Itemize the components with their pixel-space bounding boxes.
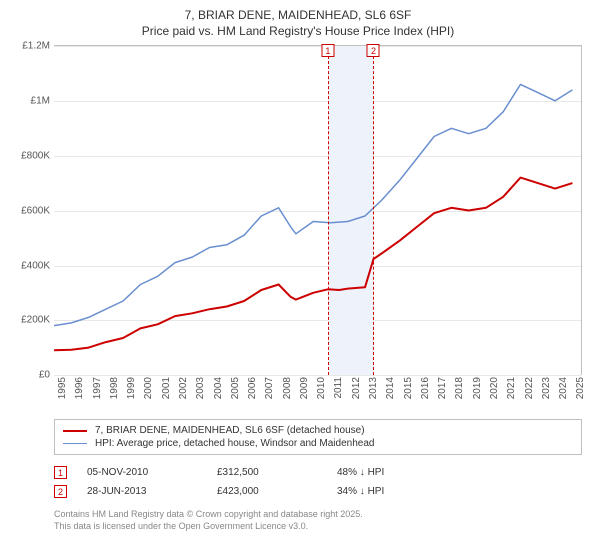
chart-container: 7, BRIAR DENE, MAIDENHEAD, SL6 6SF Price…	[0, 0, 600, 560]
x-axis-label: 2001	[161, 377, 172, 399]
x-axis-label: 2008	[282, 377, 293, 399]
x-axis-label: 2004	[213, 377, 224, 399]
x-axis-label: 2000	[143, 377, 154, 399]
x-axis-label: 2014	[385, 377, 396, 399]
x-axis-label: 1996	[74, 377, 85, 399]
y-axis-label: £200K	[21, 315, 50, 326]
x-axis-label: 1995	[57, 377, 68, 399]
y-axis-label: £600K	[21, 205, 50, 216]
plot-area: £0£200K£400K£600K£800K£1M£1.2M12	[54, 45, 582, 375]
sale-price: £423,000	[217, 486, 337, 497]
legend-swatch	[63, 430, 87, 432]
x-axis-label: 2022	[524, 377, 535, 399]
y-axis-label: £1.2M	[22, 41, 50, 52]
marker-line	[328, 46, 329, 375]
y-axis-label: £800K	[21, 150, 50, 161]
x-axis-label: 2020	[489, 377, 500, 399]
marker-badge: 2	[367, 44, 380, 57]
footer-line: Contains HM Land Registry data © Crown c…	[54, 509, 582, 521]
sale-marker-badge: 2	[54, 485, 67, 498]
legend-label: HPI: Average price, detached house, Wind…	[95, 438, 374, 449]
x-axis-label: 2005	[230, 377, 241, 399]
x-axis-label: 2016	[420, 377, 431, 399]
x-axis: 1995 1996 1997 1998 1999 2000 2001 2002 2003 2004…	[54, 375, 582, 415]
x-axis-label: 2009	[299, 377, 310, 399]
y-axis-label: £0	[39, 370, 50, 381]
x-axis-label: 2013	[368, 377, 379, 399]
sales-table: 1 05-NOV-2010 £312,500 48% ↓ HPI 2 28-JU…	[54, 463, 582, 501]
sale-diff: 34% ↓ HPI	[337, 486, 384, 497]
line-chart-svg	[54, 46, 581, 375]
series-line-price_paid	[54, 178, 572, 351]
x-axis-label: 2006	[247, 377, 258, 399]
y-axis-label: £400K	[21, 260, 50, 271]
legend-item: 7, BRIAR DENE, MAIDENHEAD, SL6 6SF (deta…	[63, 424, 573, 437]
x-axis-label: 2017	[437, 377, 448, 399]
sale-date: 28-JUN-2013	[87, 486, 217, 497]
legend-swatch	[63, 443, 87, 444]
marker-badge: 1	[321, 44, 334, 57]
marker-line	[373, 46, 374, 375]
title-line-1: 7, BRIAR DENE, MAIDENHEAD, SL6 6SF	[8, 8, 588, 24]
legend-label: 7, BRIAR DENE, MAIDENHEAD, SL6 6SF (deta…	[95, 425, 365, 436]
x-axis-label: 1997	[92, 377, 103, 399]
x-axis-label: 2015	[403, 377, 414, 399]
legend: 7, BRIAR DENE, MAIDENHEAD, SL6 6SF (deta…	[54, 419, 582, 455]
sale-diff: 48% ↓ HPI	[337, 467, 384, 478]
x-axis-label: 2003	[195, 377, 206, 399]
x-axis-label: 2019	[472, 377, 483, 399]
x-axis-label: 2021	[506, 377, 517, 399]
y-axis-label: £1M	[31, 96, 50, 107]
sale-price: £312,500	[217, 467, 337, 478]
x-axis-label: 2025	[575, 377, 586, 399]
x-axis-label: 1998	[109, 377, 120, 399]
x-axis-label: 2007	[264, 377, 275, 399]
legend-item: HPI: Average price, detached house, Wind…	[63, 437, 573, 450]
sales-row: 2 28-JUN-2013 £423,000 34% ↓ HPI	[54, 482, 582, 501]
sales-row: 1 05-NOV-2010 £312,500 48% ↓ HPI	[54, 463, 582, 482]
sale-marker-badge: 1	[54, 466, 67, 479]
x-axis-label: 1999	[126, 377, 137, 399]
footer-attribution: Contains HM Land Registry data © Crown c…	[54, 509, 582, 532]
x-axis-label: 2024	[558, 377, 569, 399]
x-axis-label: 2011	[333, 377, 344, 399]
x-axis-label: 2010	[316, 377, 327, 399]
footer-line: This data is licensed under the Open Gov…	[54, 521, 582, 533]
sale-date: 05-NOV-2010	[87, 467, 217, 478]
title-line-2: Price paid vs. HM Land Registry's House …	[8, 24, 588, 40]
series-line-hpi	[54, 85, 572, 326]
x-axis-label: 2012	[351, 377, 362, 399]
chart-title: 7, BRIAR DENE, MAIDENHEAD, SL6 6SF Price…	[8, 8, 588, 39]
x-axis-label: 2018	[454, 377, 465, 399]
x-axis-label: 2002	[178, 377, 189, 399]
x-axis-label: 2023	[541, 377, 552, 399]
